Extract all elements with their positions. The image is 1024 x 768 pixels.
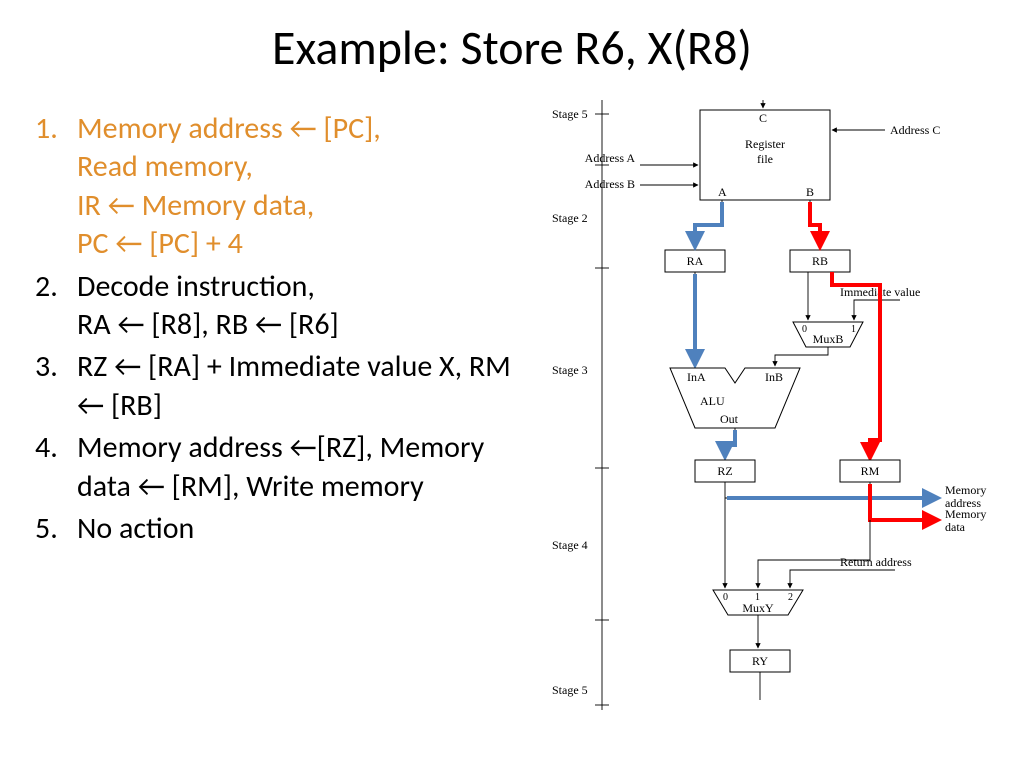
svg-text:InA: InA xyxy=(687,370,706,384)
svg-text:C: C xyxy=(759,111,767,125)
svg-text:RZ: RZ xyxy=(717,464,732,478)
stage-label: Stage 3 xyxy=(552,363,588,377)
svg-text:A: A xyxy=(718,185,727,199)
svg-text:Return address: Return address xyxy=(840,555,912,569)
step-item: No action xyxy=(35,510,515,548)
svg-text:2: 2 xyxy=(788,592,793,603)
svg-text:MuxY: MuxY xyxy=(742,601,774,615)
svg-text:0: 0 xyxy=(723,592,728,603)
svg-text:InB: InB xyxy=(765,370,783,384)
datapath-diagram: Stage 5 Stage 2 Stage 3 Stage 4 Stage 5 … xyxy=(540,100,1010,740)
step-item: Decode instruction,RA ← [R8], RB ← [R6] xyxy=(35,268,515,345)
slide: Example: Store R6, X(R8) Memory address … xyxy=(0,0,1024,768)
svg-text:Address A: Address A xyxy=(585,151,636,165)
svg-text:Memory: Memory xyxy=(945,483,986,497)
stage-label: Stage 5 xyxy=(552,107,588,121)
svg-text:B: B xyxy=(806,185,814,199)
svg-text:Address B: Address B xyxy=(585,177,635,191)
svg-text:RA: RA xyxy=(687,254,704,268)
svg-text:0: 0 xyxy=(802,324,807,335)
step-item: Memory address ← [PC],Read memory,IR ← M… xyxy=(35,110,515,264)
svg-text:data: data xyxy=(945,520,966,534)
stage-label: Stage 2 xyxy=(552,211,588,225)
slide-title: Example: Store R6, X(R8) xyxy=(0,18,1024,77)
svg-text:Register: Register xyxy=(745,137,785,151)
stage-label: Stage 5 xyxy=(552,683,588,697)
stage-label: Stage 4 xyxy=(552,538,588,552)
svg-text:RY: RY xyxy=(752,654,768,668)
svg-text:Memory: Memory xyxy=(945,507,986,521)
svg-text:MuxB: MuxB xyxy=(813,332,844,346)
svg-text:Out: Out xyxy=(720,412,739,426)
step-item: RZ ← [RA] + Immediate value X, RM ← [RB] xyxy=(35,348,515,425)
svg-text:file: file xyxy=(757,152,773,166)
step-item: Memory address ←[RZ], Memory data ← [RM]… xyxy=(35,429,515,506)
svg-text:RB: RB xyxy=(812,254,828,268)
svg-text:RM: RM xyxy=(861,464,880,478)
svg-text:1: 1 xyxy=(851,324,856,335)
svg-text:ALU: ALU xyxy=(700,394,725,408)
svg-text:Address C: Address C xyxy=(890,123,940,137)
step-list: Memory address ← [PC],Read memory,IR ← M… xyxy=(35,110,515,552)
